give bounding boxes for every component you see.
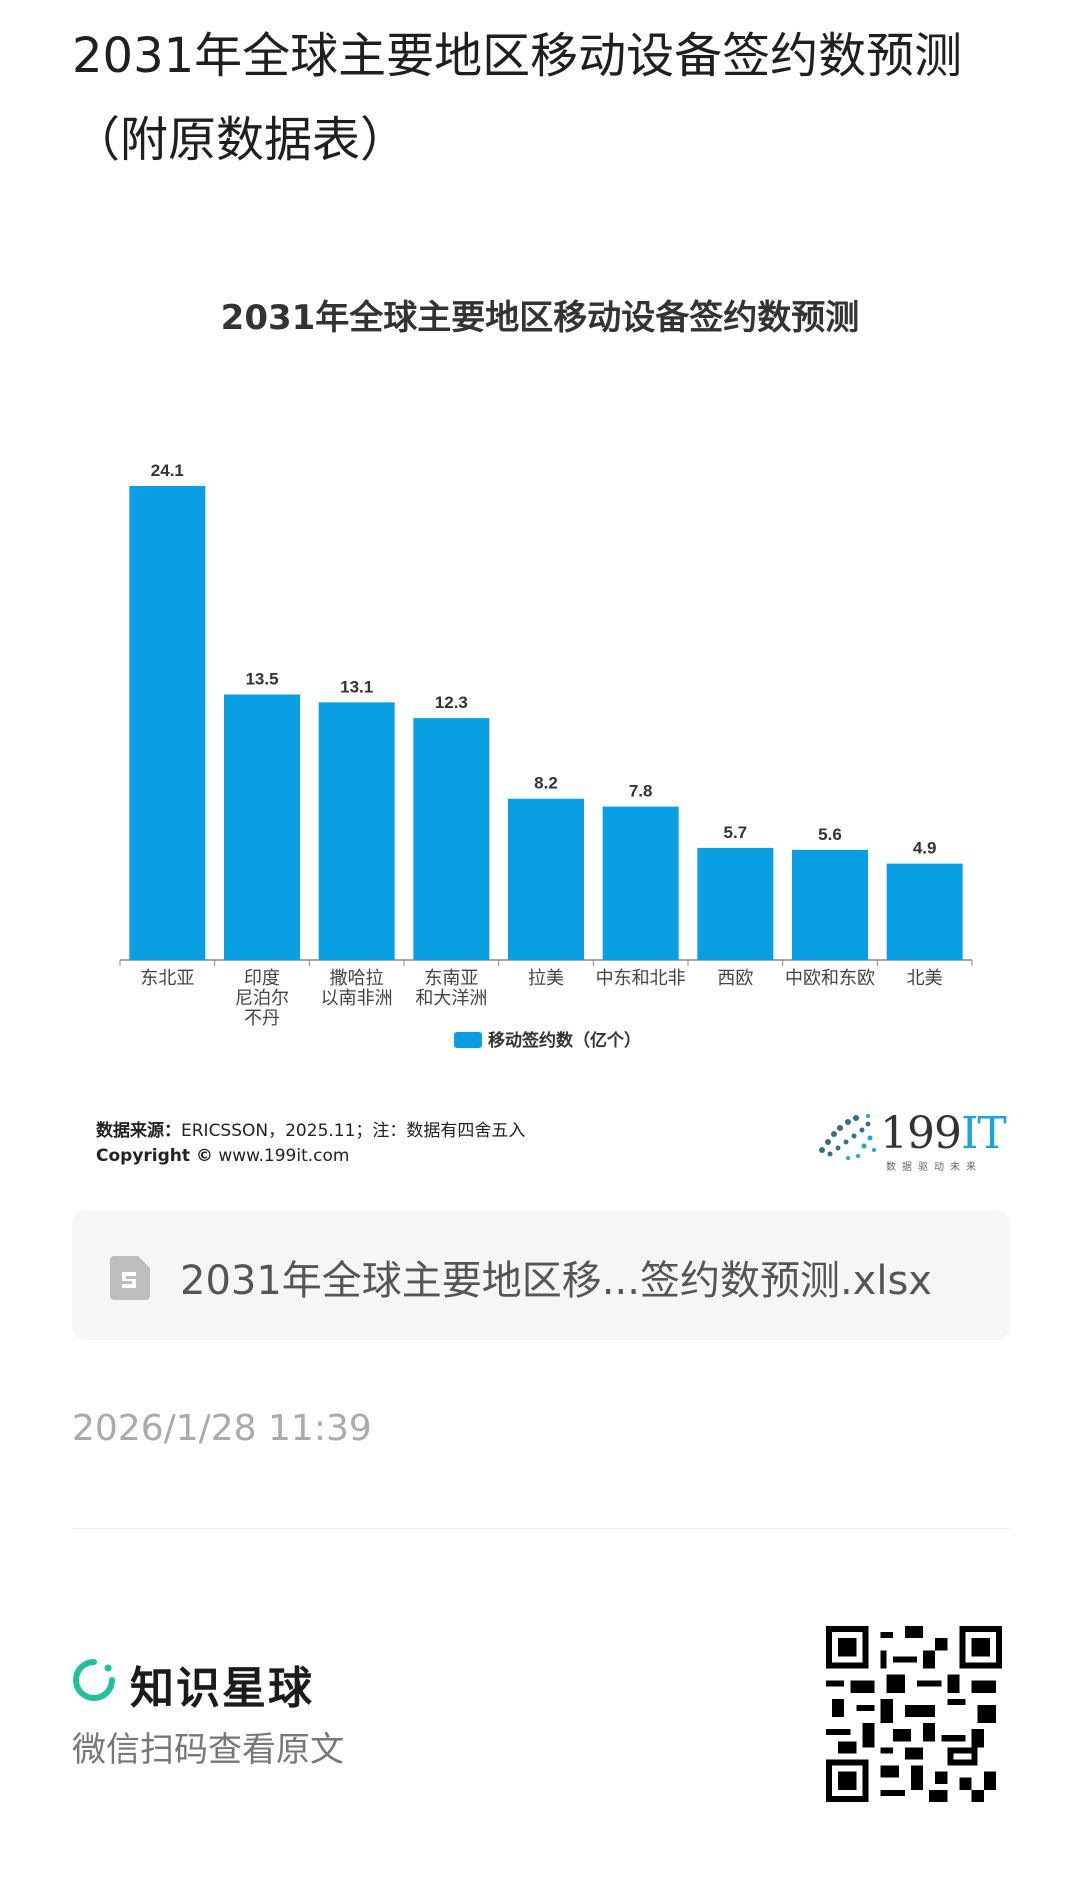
attachment-card[interactable]: 2031年全球主要地区移...签约数预测.xlsx: [72, 1210, 1010, 1340]
bar: [697, 847, 774, 960]
bar: [318, 702, 395, 960]
chart-title: 2031年全球主要地区移动设备签约数预测: [220, 298, 860, 338]
data-label: 5.7: [724, 823, 748, 842]
bar: [792, 849, 868, 960]
data-label: 13.5: [245, 669, 278, 688]
bar: [886, 863, 963, 960]
copyright: Copyright © www.199it.com: [96, 1146, 349, 1166]
legend-label: 移动签约数（亿个）: [488, 1030, 641, 1051]
x-tick-label: 印度尼泊尔不丹: [235, 968, 289, 1029]
spreadsheet-file-icon: [110, 1256, 150, 1300]
data-label: 13.1: [340, 677, 373, 696]
data-source: 数据来源：ERICSSON，2025.11；注：数据有四舍五入: [96, 1116, 525, 1141]
x-tick-label: 东南亚和大洋洲: [415, 968, 487, 1009]
bar: [224, 694, 300, 960]
data-label: 12.3: [435, 693, 468, 712]
bar: [413, 718, 490, 960]
x-tick-label: 拉美: [528, 968, 564, 989]
source-text: ERICSSON，2025.11；注：数据有四舍五入: [181, 1121, 526, 1141]
qr-code-icon[interactable]: [826, 1626, 1002, 1802]
x-tick-label: 西欧: [717, 968, 753, 989]
brand-name: 知识星球: [130, 1663, 314, 1714]
divider: [72, 1528, 1010, 1529]
legend-swatch: [454, 1032, 482, 1048]
bar: [508, 798, 584, 960]
x-tick-label: 北美: [907, 968, 943, 989]
x-tick-label: 东北亚: [140, 968, 194, 989]
zsxq-logo-icon: [73, 1659, 115, 1701]
page-title: 2031年全球主要地区移动设备签约数预测（附原数据表）: [72, 28, 963, 168]
post-timestamp: 2026/1/28 11:39: [72, 1408, 372, 1449]
copyright-label: Copyright ©: [96, 1146, 213, 1166]
attachment-file-name[interactable]: 2031年全球主要地区移...签约数预测.xlsx: [180, 1258, 932, 1304]
199it-tagline: 数据驱动未来: [886, 1162, 982, 1173]
scan-hint: 微信扫码查看原文: [72, 1730, 344, 1770]
data-label: 7.8: [629, 782, 653, 801]
data-label: 5.6: [818, 825, 842, 844]
bar: [602, 806, 679, 960]
x-tick-label: 撒哈拉以南非洲: [321, 968, 393, 1009]
bar-chart: 24.1 东北亚 13.5 印度尼泊尔不丹 13.1 撒哈拉以南非洲 12.3 东南亚和大洋洲…: [119, 461, 973, 1051]
data-label: 4.9: [913, 839, 937, 858]
data-label: 8.2: [534, 774, 558, 793]
x-tick-label: 中东和北非: [596, 968, 686, 989]
199it-logo-text: 199IT: [880, 1108, 1007, 1159]
bar: [129, 486, 206, 960]
source-label: 数据来源：: [96, 1121, 181, 1141]
data-label: 24.1: [151, 461, 184, 480]
x-tick-label: 中欧和东欧: [785, 968, 875, 989]
199it-logo-icon: [819, 1114, 876, 1160]
copyright-text: www.199it.com: [212, 1146, 350, 1166]
